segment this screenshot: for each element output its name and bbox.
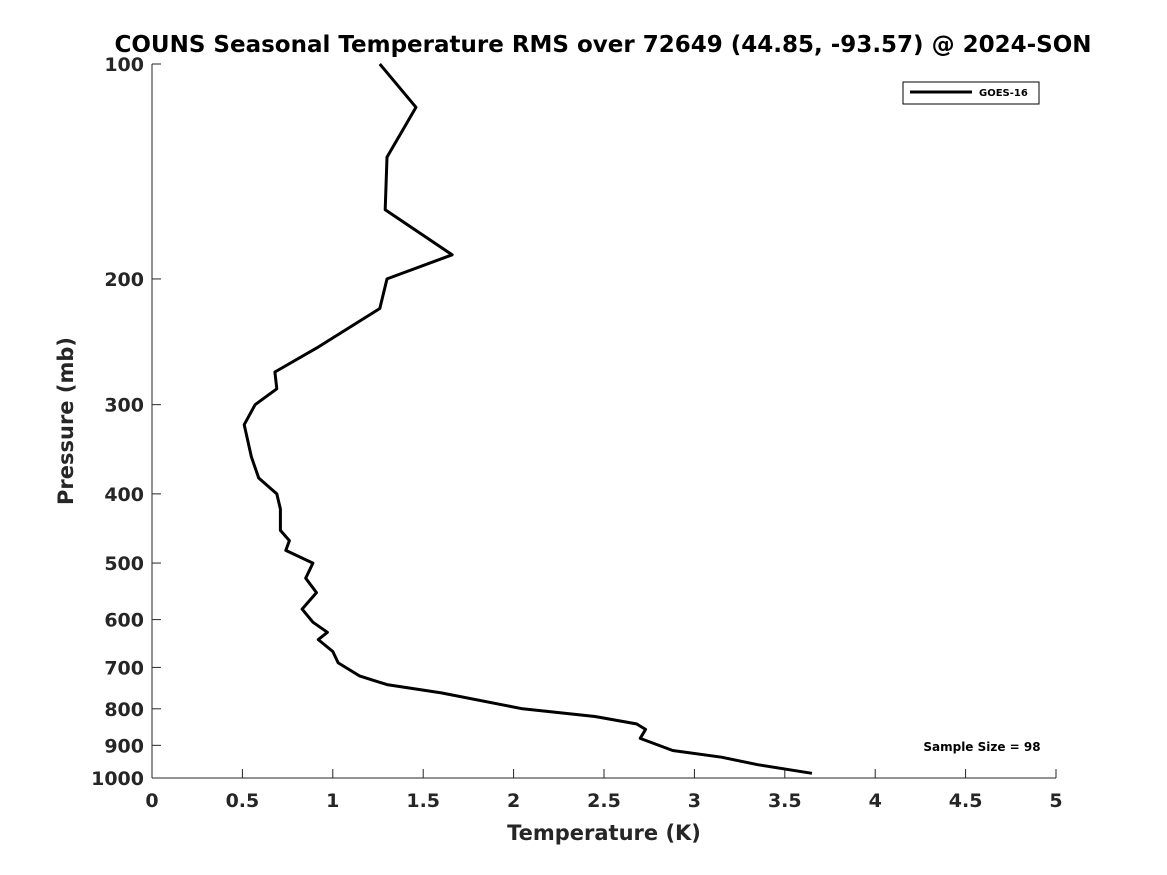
plot-area	[151, 64, 1056, 779]
x-tick-label: 3.5	[768, 790, 802, 812]
sample-size-annotation: Sample Size = 98	[923, 740, 1040, 754]
y-tick-label: 300	[104, 395, 144, 417]
x-tick-label: 0	[145, 790, 158, 812]
chart-title: COUNS Seasonal Temperature RMS over 7264…	[114, 32, 1091, 58]
x-tick-label: 2.5	[587, 790, 621, 812]
y-tick-label: 500	[104, 553, 144, 575]
y-ticks: 100 200 300 400 500 600 700 800 900 1000	[91, 54, 161, 790]
x-axis-label: Temperature (K)	[507, 821, 701, 845]
series-layer	[242, 63, 813, 775]
x-tick-label: 2	[507, 790, 520, 812]
legend-label-goes-16: GOES-16	[979, 88, 1028, 99]
legend: GOES-16	[902, 81, 1040, 105]
x-tick-label: 5	[1049, 790, 1062, 812]
y-tick-label: 800	[104, 699, 144, 721]
x-tick-label: 0.5	[226, 790, 260, 812]
y-tick-label: 1000	[91, 768, 144, 790]
y-tick-label: 900	[104, 735, 144, 757]
x-tick-label: 1.5	[406, 790, 440, 812]
series-line-goes-16	[242, 63, 813, 775]
x-tick-label: 1	[326, 790, 339, 812]
y-tick-label: 200	[104, 269, 144, 291]
y-tick-label: 400	[104, 484, 144, 506]
x-tick-label: 4	[869, 790, 882, 812]
y-tick-label: 700	[104, 657, 144, 679]
x-tick-label: 3	[688, 790, 701, 812]
x-ticks: 0 0.5 1 1.5 2 2.5 3 3.5 4 4.5 5	[145, 769, 1063, 812]
y-tick-label: 600	[104, 610, 144, 632]
y-tick-label: 100	[104, 54, 144, 76]
y-axis-label: Pressure (mb)	[54, 337, 78, 505]
x-tick-label: 4.5	[949, 790, 983, 812]
